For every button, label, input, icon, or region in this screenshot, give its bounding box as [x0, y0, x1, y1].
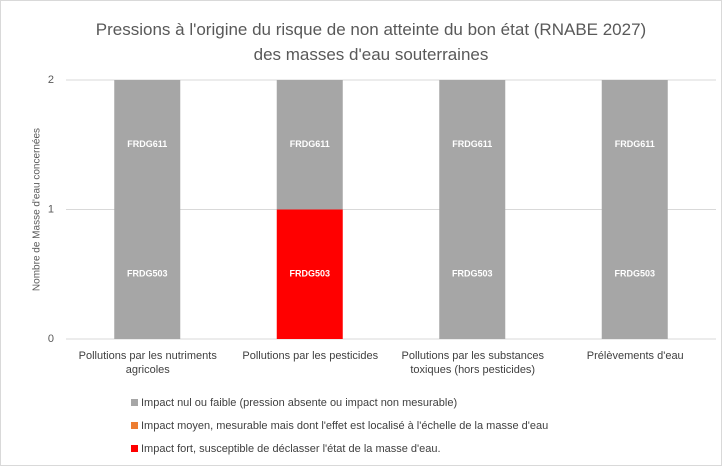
data-label: FRDG503: [614, 269, 655, 279]
bar-segment: [276, 209, 343, 339]
legend-swatch: [131, 445, 138, 452]
legend-item: Impact nul ou faible (pression absente o…: [131, 397, 457, 409]
legend-label: Impact fort, susceptible de déclasser l'…: [141, 443, 441, 455]
data-label: FRDG611: [290, 139, 330, 149]
y-axis-label: Nombre de Masse d'eau concernées: [32, 128, 43, 291]
x-tick-label: Pollutions par les nutriments agricoles: [78, 350, 217, 376]
data-label: FRDG503: [127, 269, 168, 279]
legend-item: Impact fort, susceptible de déclasser l'…: [131, 443, 441, 455]
data-label: FRDG611: [452, 139, 492, 149]
legend-swatch: [131, 422, 138, 429]
data-label: FRDG503: [289, 269, 330, 279]
bar-segment: [439, 80, 506, 210]
x-tick-label: Pollutions par les substances toxiques (…: [401, 350, 544, 376]
legend-swatch: [131, 399, 138, 406]
y-tick-label: 2: [48, 74, 54, 86]
bar-segment: [601, 209, 668, 339]
bar-segment: [114, 209, 181, 339]
bar-segment: [114, 80, 181, 210]
bar-segment: [276, 80, 343, 210]
legend-label: Impact nul ou faible (pression absente o…: [141, 397, 458, 409]
chart-title: Pressions à l'origine du risque de non a…: [95, 20, 647, 64]
legend-label: Impact moyen, mesurable mais dont l'effe…: [141, 420, 549, 432]
bar-segment: [439, 209, 506, 339]
x-tick-label: Prélèvements d'eau: [586, 350, 684, 362]
data-label: FRDG611: [615, 139, 655, 149]
y-tick-label: 0: [48, 333, 54, 345]
data-label: FRDG503: [452, 269, 493, 279]
y-tick-label: 1: [48, 203, 54, 215]
x-tick-label: Pollutions par les pesticides: [242, 350, 379, 362]
legend-item: Impact moyen, mesurable mais dont l'effe…: [131, 420, 548, 432]
data-label: FRDG611: [127, 139, 167, 149]
bar-segment: [601, 80, 668, 210]
